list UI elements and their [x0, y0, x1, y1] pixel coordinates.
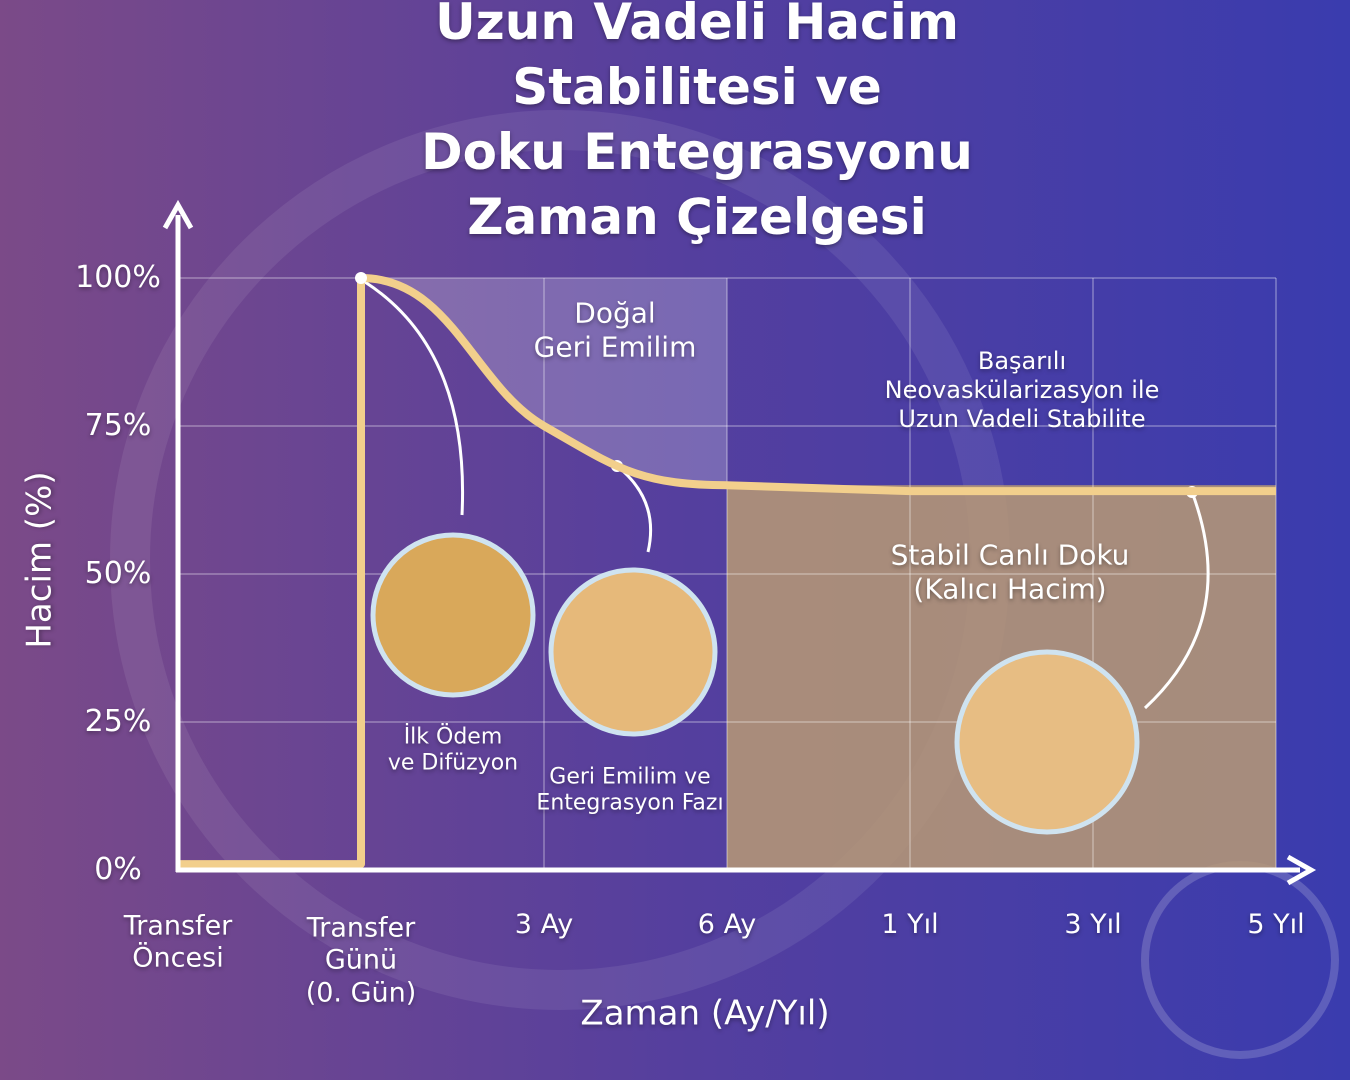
annotation: İlk Ödem ve Difüzyon	[387, 724, 519, 776]
y-tick-label: 50%	[84, 556, 152, 591]
illustration	[548, 567, 718, 737]
y-axis-label: Hacim (%)	[19, 471, 60, 649]
y-tick-label: 100%	[75, 260, 161, 295]
x-tick-label: Transfer Günü (0. Gün)	[305, 912, 417, 1009]
x-tick-label: 5 Yıl	[1247, 908, 1305, 940]
illustration	[370, 532, 536, 698]
arrow	[364, 280, 465, 516]
x-tick-label: 3 Yıl	[1064, 908, 1122, 940]
y-tick-label: 25%	[84, 704, 152, 739]
x-tick-label: 1 Yıl	[881, 908, 939, 940]
annotation: Başarılı Neovaskülarizasyon ile Uzun Vad…	[884, 346, 1160, 433]
logo	[1141, 861, 1339, 1059]
data-point	[355, 272, 367, 284]
y-axis-arrow	[162, 199, 194, 230]
y-tick-label: 0%	[94, 852, 142, 887]
illustration	[954, 649, 1140, 835]
annotation: Doğal Geri Emilim	[533, 296, 697, 363]
x-tick-label: 6 Ay	[697, 908, 757, 940]
annotation: Stabil Canlı Doku (Kalıcı Hacim)	[890, 538, 1130, 605]
data-line	[178, 274, 1276, 869]
x-axis-arrow	[1286, 854, 1317, 886]
annotation: Geri Emilim ve Entegrasyon Fazı	[536, 764, 724, 816]
x-tick-label: Transfer Öncesi	[123, 910, 233, 974]
x-axis-label: Zaman (Ay/Yıl)	[580, 993, 830, 1034]
phase-region	[361, 278, 727, 486]
x-tick-label: 3 Ay	[514, 908, 574, 940]
chart-title: Uzun Vadeli Hacim Stabilitesi ve Doku En…	[421, 0, 973, 246]
y-tick-label: 75%	[84, 408, 152, 443]
arrow	[1143, 491, 1210, 710]
